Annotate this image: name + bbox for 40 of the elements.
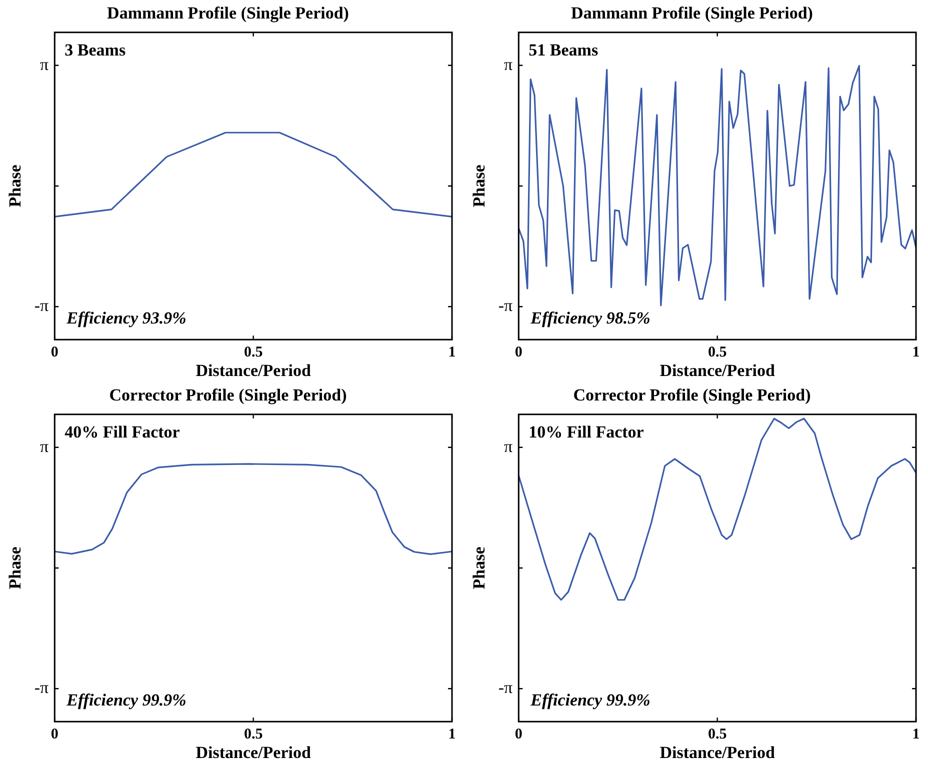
x-axis-title: Distance/Period (196, 361, 312, 380)
x-axis-title: Distance/Period (196, 743, 312, 762)
chart-title: Dammann Profile (Single Period) (107, 4, 349, 23)
x-tick-label: 1 (448, 726, 456, 742)
x-tick-label: 0 (514, 344, 522, 360)
annotation: Efficiency 99.9% (66, 690, 186, 710)
x-tick-label: 1 (912, 344, 920, 360)
x-tick-label: 1 (448, 344, 456, 360)
y-axis-title: Phase (6, 546, 25, 590)
annotation: 3 Beams (64, 40, 126, 60)
x-tick-label: 0.5 (244, 344, 263, 360)
x-tick-label: 0 (514, 726, 522, 742)
y-tick-label: π (40, 436, 50, 456)
x-tick-label: 0.5 (708, 344, 727, 360)
chart-title: Corrector Profile (Single Period) (109, 386, 347, 405)
y-tick-label: π (40, 54, 50, 74)
y-tick-label: -π (498, 296, 514, 316)
x-tick-label: 0.5 (244, 726, 263, 742)
y-tick-label: -π (34, 296, 50, 316)
annotation: 40% Fill Factor (64, 422, 180, 442)
y-tick-label: π (504, 436, 514, 456)
x-tick-label: 1 (912, 726, 920, 742)
annotation: Efficiency 99.9% (530, 690, 650, 710)
y-tick-label: π (504, 54, 514, 74)
y-tick-label: -π (498, 678, 514, 698)
y-axis-title: Phase (6, 164, 25, 208)
annotation: 10% Fill Factor (528, 422, 644, 442)
annotation: Efficiency 98.5% (530, 308, 650, 328)
y-axis-title: Phase (470, 546, 489, 590)
chart-title: Dammann Profile (Single Period) (571, 4, 813, 23)
annotation: 51 Beams (528, 40, 598, 60)
y-axis-title: Phase (470, 164, 489, 208)
x-tick-label: 0 (50, 344, 58, 360)
x-tick-label: 0 (50, 726, 58, 742)
x-tick-label: 0.5 (708, 726, 727, 742)
x-axis-title: Distance/Period (660, 361, 776, 380)
annotation: Efficiency 93.9% (66, 308, 186, 328)
chart-title: Corrector Profile (Single Period) (573, 386, 811, 405)
y-tick-label: -π (34, 678, 50, 698)
x-axis-title: Distance/Period (660, 743, 776, 762)
